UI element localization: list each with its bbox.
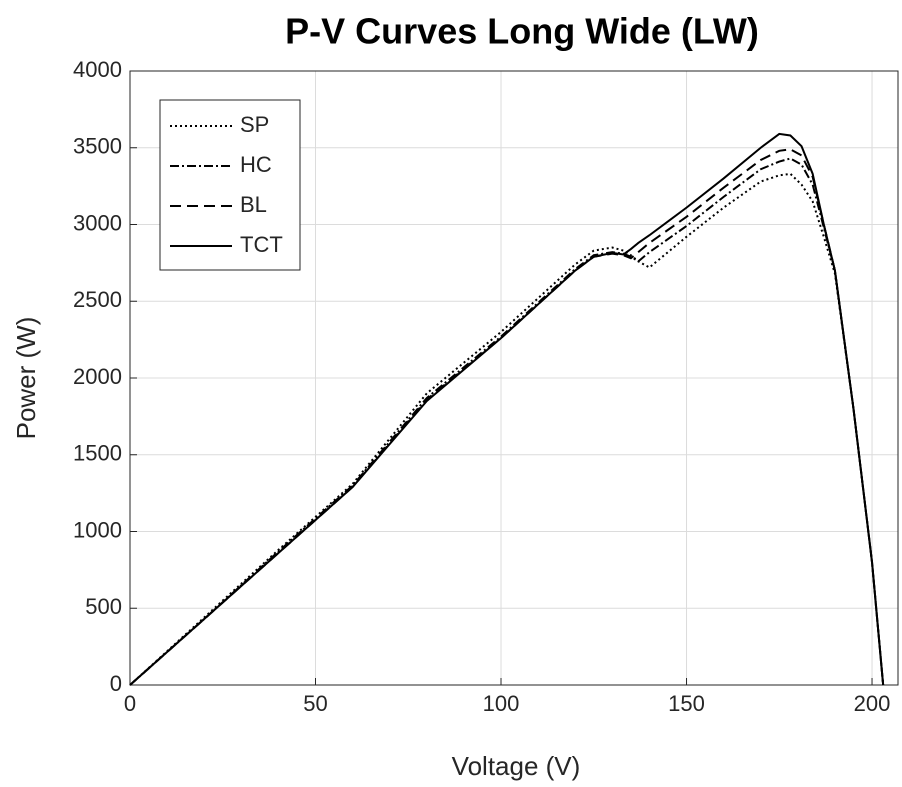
plot-frame (129, 70, 899, 686)
x-tick-label: 100 (483, 691, 520, 716)
x-tick-label: 0 (124, 691, 136, 716)
legend-label: HC (240, 152, 272, 177)
y-tick-label: 1500 (73, 441, 122, 466)
y-axis-label: Power (W) (11, 317, 41, 440)
x-tick-label: 50 (303, 691, 327, 716)
legend-label: BL (240, 192, 267, 217)
legend-box (159, 99, 301, 271)
series-line (129, 132, 885, 686)
y-tick-label: 3500 (73, 134, 122, 159)
y-tick-label: 4000 (73, 57, 122, 82)
x-tick-label: 200 (854, 691, 891, 716)
y-tick-label: 2500 (73, 287, 122, 312)
x-axis-label: Voltage (V) (452, 751, 581, 781)
legend-label: TCT (240, 232, 283, 257)
y-tick-label: 1000 (73, 517, 122, 542)
x-tick-label: 150 (668, 691, 705, 716)
legend-label: SP (240, 112, 269, 137)
series-line (129, 172, 885, 686)
chart-title: P-V Curves Long Wide (LW) (285, 11, 759, 52)
y-tick-label: 500 (85, 594, 122, 619)
series-line (129, 157, 885, 686)
y-tick-label: 2000 (73, 364, 122, 389)
y-tick-label: 3000 (73, 210, 122, 235)
y-tick-label: 0 (110, 671, 122, 696)
